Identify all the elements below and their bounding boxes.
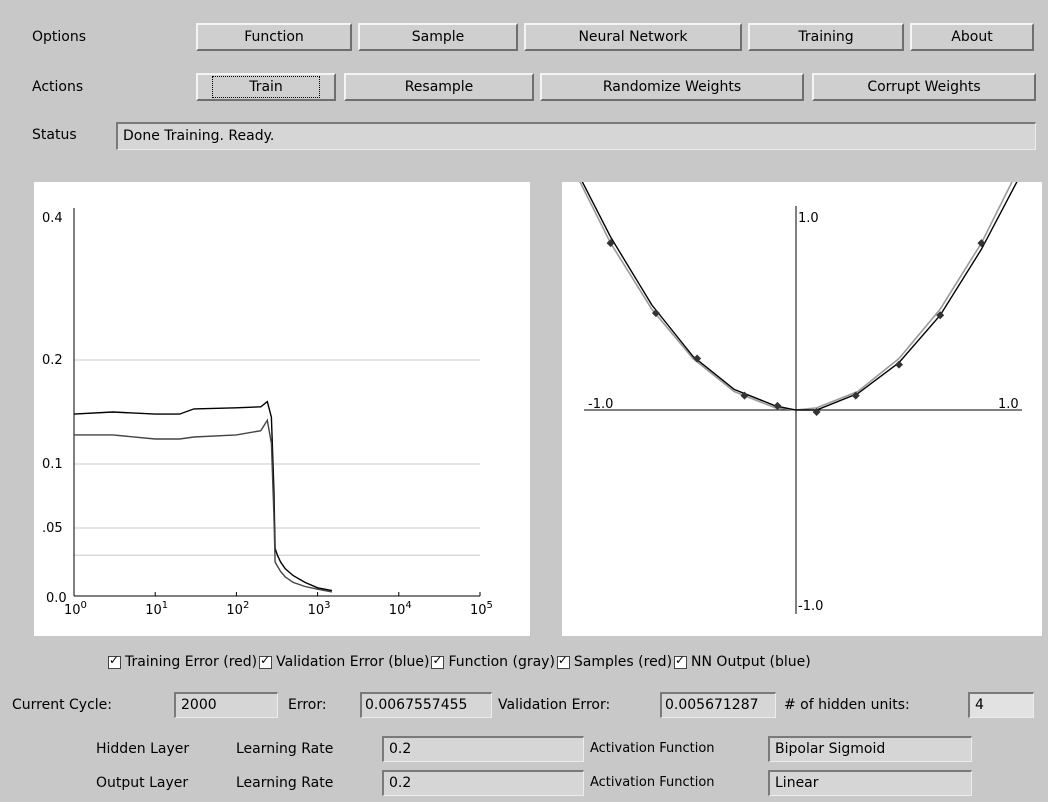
randomize-weights-button-label: Randomize Weights [602,79,742,95]
hidden-activation-select[interactable]: Bipolar Sigmoid [768,736,972,762]
about-button[interactable]: About [910,23,1034,51]
function-plot-panel: -1.0 1.0 1.0 -1.0 [562,156,1042,636]
y-tick-0.05: .05 [42,521,63,536]
sample-button-label: Sample [411,29,465,45]
sample-point [740,391,749,400]
validation-error-label: Validation Error: [498,697,611,713]
function-plot-series [568,156,1024,417]
output-learning-rate-label: Learning Rate [236,775,334,791]
train-button-label: Train [212,76,320,98]
y-tick-0.1: 0.1 [42,457,63,472]
resample-button-label: Resample [404,79,474,95]
error-plot-series [73,400,333,593]
error-plot-grid [74,359,480,556]
x-axis-min-label: -1.0 [588,397,613,412]
actions-label: Actions [32,79,84,95]
function-button-label: Function [244,29,304,45]
x-tick-label: 100 [64,600,87,618]
error-field: 0.0067557455 [360,692,492,718]
neural-network-button-label: Neural Network [578,29,688,45]
legend-label: Function (gray) [448,654,555,670]
x-tick-label: 101 [145,600,168,618]
options-label: Options [32,29,87,45]
sample-point [936,311,945,320]
sample-point [812,408,821,417]
error-plot: 100 101 102 103 104 105 0.4 0.2 0.1 .05 0.0 [42,208,493,618]
checkbox-box[interactable] [556,653,570,669]
hidden-units-label: # of hidden units: [784,697,910,713]
function-checkbox[interactable]: Function (gray) [431,653,555,670]
hidden-activation-label: Activation Function [590,741,715,756]
current-cycle-label: Current Cycle: [12,697,113,713]
hidden-learning-rate-label: Learning Rate [236,741,334,757]
sample-button[interactable]: Sample [358,23,518,51]
checkbox-box[interactable] [259,653,273,669]
validation-error-checkbox[interactable]: Validation Error (blue) [259,653,430,670]
checkbox-box[interactable] [674,653,688,669]
resample-button[interactable]: Resample [344,73,534,101]
y-tick-0.0: 0.0 [46,591,67,606]
randomize-weights-button[interactable]: Randomize Weights [540,73,804,101]
legend: Training Error (red) Validation Error (b… [108,653,813,670]
checkbox-box[interactable] [431,653,445,669]
validation-error-line [74,418,333,593]
legend-label: Training Error (red) [125,654,258,670]
validation-error-field: 0.005671287 [660,692,776,718]
train-button[interactable]: Train [196,73,336,101]
y-axis-max-label: 1.0 [798,211,819,226]
output-activation-select[interactable]: Linear [768,770,972,796]
training-error-checkbox[interactable]: Training Error (red) [108,653,258,670]
x-tick-label: 104 [389,600,412,618]
neural-network-button[interactable]: Neural Network [524,23,742,51]
x-tick-label: 105 [470,600,493,618]
training-button-label: Training [798,29,854,45]
sample-point [606,239,615,248]
output-learning-rate-input[interactable]: 0.2 [382,770,584,796]
corrupt-weights-button-label: Corrupt Weights [867,79,981,95]
corrupt-weights-button[interactable]: Corrupt Weights [812,73,1036,101]
hidden-layer-label: Hidden Layer [96,741,190,757]
error-plot-x-ticks: 100 101 102 103 104 105 [64,592,493,618]
sample-point [651,309,660,318]
checkbox-box[interactable] [108,653,121,669]
legend-label: Samples (red) [573,654,673,670]
function-button[interactable]: Function [196,23,352,51]
legend-label: Validation Error (blue) [276,654,430,670]
sample-point [977,239,986,248]
nn-output-checkbox[interactable]: NN Output (blue) [674,653,811,670]
y-axis-min-label: -1.0 [798,599,823,614]
sample-point [693,354,702,363]
legend-label: NN Output (blue) [691,654,811,670]
function-plot: -1.0 1.0 1.0 -1.0 [568,156,1024,614]
training-error-line [73,400,333,592]
hidden-units-input[interactable]: 4 [968,692,1034,718]
x-tick-label: 103 [308,600,331,618]
sample-point [773,401,782,410]
sample-point [895,360,903,369]
output-activation-label: Activation Function [590,775,715,790]
hidden-learning-rate-input[interactable]: 0.2 [382,736,584,762]
output-layer-label: Output Layer [96,775,189,791]
error-plot-panel: 100 101 102 103 104 105 0.4 0.2 0.1 .05 0.0 [34,182,530,636]
sample-point [851,391,860,400]
x-axis-max-label: 1.0 [998,397,1019,412]
y-tick-0.4: 0.4 [42,211,63,226]
about-button-label: About [951,29,993,45]
training-button[interactable]: Training [748,23,904,51]
current-cycle-field: 2000 [174,692,278,718]
y-tick-0.2: 0.2 [42,353,63,368]
error-label: Error: [288,697,327,713]
status-label: Status [32,127,77,143]
x-tick-label: 102 [226,600,249,618]
status-field: Done Training. Ready. [116,122,1036,150]
samples-checkbox[interactable]: Samples (red) [556,653,673,670]
